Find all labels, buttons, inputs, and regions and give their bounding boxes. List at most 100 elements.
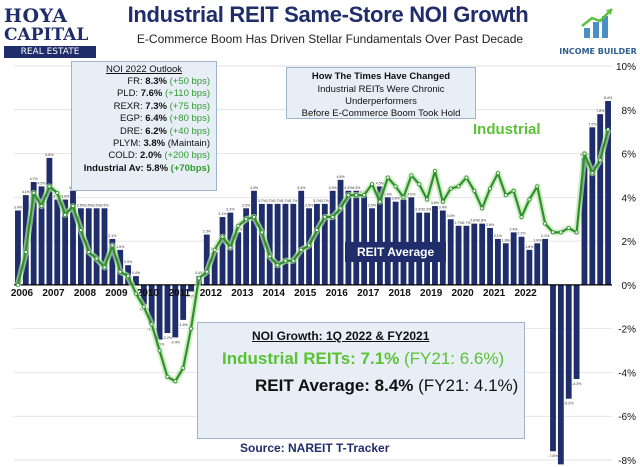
bar [526,249,533,285]
y-tick-label: -6% [618,412,636,423]
industrial-point [204,269,209,274]
bar-data-label: 5.8% [45,153,54,157]
outlook-row: FR: 8.3% (+50 bps) [127,76,210,87]
industrial-point [495,171,500,176]
y-tick-label: -4% [618,368,636,379]
bar [258,203,265,285]
industrial-point [393,184,398,189]
logo-line-2: CAPITAL [4,25,89,45]
bar-data-label: 4.3% [344,186,353,190]
industrial-point [417,182,422,187]
times-changed-box: How The Times Have Changed Industrial RE… [286,67,476,119]
hoya-capital-logo: HOYA CAPITAL REAL ESTATE [4,6,96,58]
bar [15,210,21,285]
bar [243,208,250,285]
industrial-point [196,276,201,281]
logo-line-3: REAL ESTATE [4,46,96,58]
bar [140,284,147,305]
x-tick-label: 2014 [263,288,286,299]
bar [274,203,281,285]
bar [133,276,139,285]
bar [101,208,108,285]
bar [408,197,415,285]
bar-data-label: 4.1% [22,190,31,194]
industrial-point [110,243,115,248]
bar [180,284,187,320]
industrial-point [259,230,264,235]
industrial-point [385,175,390,180]
bar-data-label: 4.8% [336,175,345,179]
industrial-point [527,197,532,202]
industrial-point [94,256,99,261]
x-tick-label: 2012 [200,288,223,299]
y-tick-label: 0% [622,281,637,292]
bar [203,234,210,285]
outlook-row: PLD: 7.6% (+110 bps) [116,88,210,100]
bar [605,101,611,285]
y-tick-label: 10% [616,62,636,73]
industrial-point [558,230,563,235]
bar-data-label: 3.7% [289,199,298,203]
industrial-point [236,223,241,228]
bar-data-label: 2.6% [486,223,495,227]
industrial-point [157,348,162,353]
industrial-point [377,199,382,204]
industrial-point [71,204,76,209]
bar [337,179,344,285]
industrial-point [535,184,540,189]
industrial-point [244,217,249,222]
bar-data-label: 4.0% [407,192,416,196]
industrial-point [149,322,154,327]
bar-data-label: 2.8% [470,219,479,223]
bar-data-label: 3.7% [258,199,267,203]
industrial-line [16,129,610,383]
bar [93,208,100,285]
summary-industrial: Industrial REITs: 7.1% (FY21: 6.6%) [222,349,505,368]
bar [266,203,273,285]
bar-data-label: 2.3% [203,230,212,234]
reit-average-series-label: REIT Average [345,242,447,262]
bar-data-label: 3.5% [77,203,86,207]
source-note: Source: NAREIT T-Tracker [240,441,390,455]
bar [581,157,588,285]
bar [148,284,155,325]
x-tick-label: 2009 [105,288,128,299]
bar [251,190,257,285]
industrial-point [598,158,603,163]
bar [211,252,218,285]
industrial-point [39,204,44,209]
bar [597,114,604,285]
y-tick-label: 2% [622,237,637,248]
bar-data-label: 4.5% [376,181,385,185]
summary-heading: NOI Growth: 1Q 2022 & FY2021 [252,329,430,343]
x-tick-label: 2016 [326,288,349,299]
bar-data-label: 3.4% [14,205,23,209]
industrial-point [23,250,28,255]
industrial-point [55,190,60,195]
industrial-point [314,228,319,233]
bar-data-label: 1.6% [116,245,125,249]
outlook-heading: NOI 2022 Outlook [105,64,183,75]
bar-data-label: 2.2% [517,232,526,236]
y-tick-label: 6% [622,150,637,161]
outlook-row: DRE: 6.2% (+40 bps) [119,125,210,137]
industrial-point [503,193,508,198]
bar-data-label: 8.4% [604,96,613,100]
bar-data-label: 2.1% [541,234,550,238]
bar-data-label: -1.6% [178,323,188,327]
bar-data-label: 3.3% [226,208,235,212]
industrial-point [291,258,296,263]
x-tick-label: 2021 [483,288,506,299]
x-tick-label: 2010 [137,288,160,299]
industrial-point [354,193,359,198]
bar-data-label: 3.7% [266,199,275,203]
outlook-row-average: Industrial Av: 5.8% (+70bps) [83,162,210,174]
industrial-point [370,182,375,187]
industrial-point [275,263,280,268]
industrial-point [212,247,217,252]
industrial-point [31,190,36,195]
x-tick-label: 2019 [420,288,443,299]
times-line-2: Before E-Commerce Boom Took Hold [301,108,461,119]
noi-outlook-box: NOI 2022 Outlook FR: 8.3% (+50 bps) PLD:… [71,61,217,191]
industrial-point [173,379,178,384]
